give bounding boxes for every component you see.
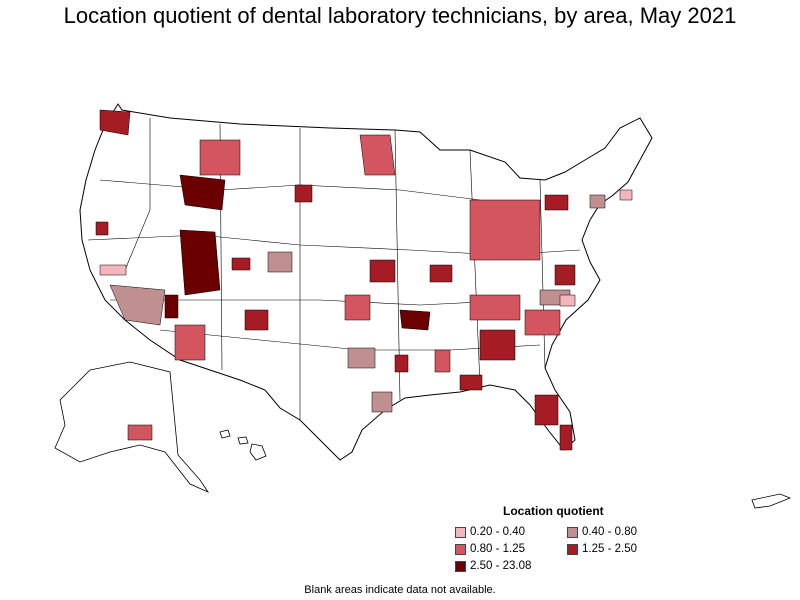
hawaii-islands [219, 429, 267, 461]
legend-item-2: 0.80 - 1.25 [455, 543, 525, 555]
area-oh-1 [469, 199, 541, 261]
footnote: Blank areas indicate data not available. [304, 584, 496, 596]
legend-swatch-0 [455, 526, 466, 538]
area-fl-1 [534, 394, 559, 426]
area-ak-1 [127, 424, 153, 441]
legend-title: Location quotient [503, 504, 604, 518]
map-title: Location quotient of dental laboratory t… [63, 3, 737, 28]
area-ca-2 [99, 264, 127, 276]
legend-label-1: 0.40 - 0.80 [582, 526, 637, 538]
area-fl-2 [559, 424, 573, 451]
area-idaho-high [179, 174, 226, 211]
area-co-1 [231, 257, 251, 271]
area-nm-1 [244, 309, 269, 331]
area-ms-1 [394, 354, 409, 373]
area-nv-1 [109, 284, 166, 326]
legend-item-3: 1.25 - 2.50 [567, 543, 637, 555]
area-mt-1 [199, 139, 241, 176]
legend-label-0: 0.20 - 0.40 [470, 526, 525, 538]
area-tx-2 [347, 347, 376, 369]
area-az-high [164, 294, 179, 319]
shaded-areas [95, 109, 633, 451]
legend-swatch-4 [455, 560, 466, 572]
legend-item-0: 0.20 - 0.40 [455, 526, 525, 538]
legend-swatch-3 [567, 543, 578, 555]
puerto-rico-outline [751, 493, 792, 509]
area-ne-1 [589, 194, 606, 209]
area-tn-1 [469, 294, 521, 321]
legend-swatch-1 [567, 526, 578, 538]
legend-label-4: 2.50 - 23.08 [470, 560, 532, 572]
legend-label-3: 1.25 - 2.50 [582, 543, 637, 555]
area-co-2 [267, 251, 293, 273]
area-ar-1 [434, 349, 451, 373]
area-nd-1 [359, 134, 396, 176]
area-wa-1 [99, 109, 131, 136]
area-wy-1 [294, 184, 313, 203]
area-va-2 [559, 294, 576, 307]
area-utah-high [179, 229, 221, 296]
area-tx-1 [344, 294, 371, 321]
area-ny-1 [544, 194, 569, 211]
legend-label-2: 0.80 - 1.25 [470, 543, 525, 555]
area-tx-3 [371, 391, 393, 413]
legend-swatch-2 [455, 543, 466, 555]
area-la-1 [459, 374, 483, 391]
area-oklahoma-high [399, 309, 431, 331]
area-ca-1 [95, 221, 109, 236]
area-az-1 [174, 324, 206, 361]
area-sc-1 [524, 309, 561, 336]
area-il-1 [429, 264, 453, 283]
legend-item-4: 2.50 - 23.08 [455, 560, 531, 572]
legend-item-1: 0.40 - 0.80 [567, 526, 637, 538]
area-va-1 [554, 264, 576, 286]
area-ma-1 [619, 189, 633, 201]
area-ks-1 [369, 259, 396, 283]
area-ga-1 [479, 329, 516, 361]
